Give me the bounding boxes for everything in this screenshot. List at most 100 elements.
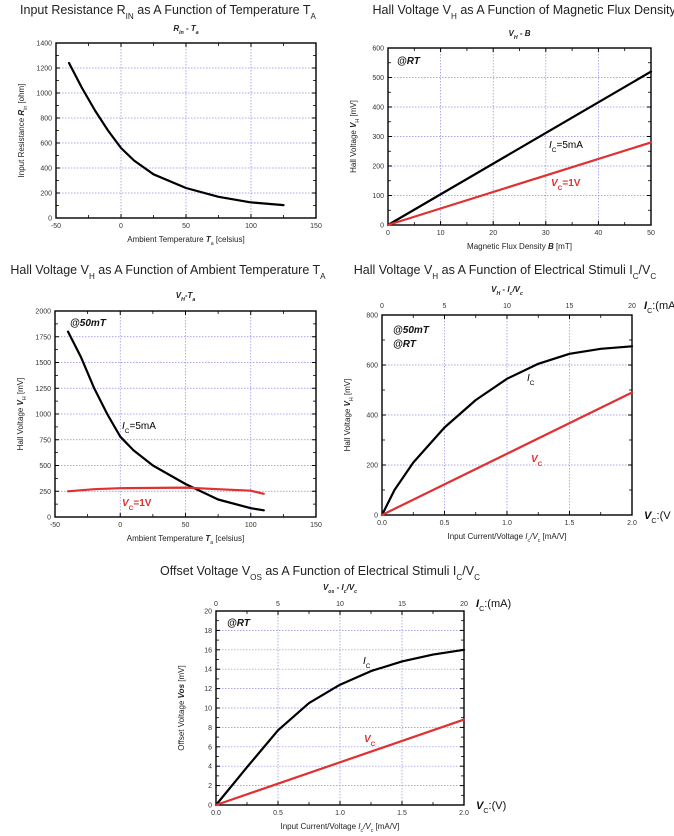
x-axis-label: Ambient Temperature Ta [celsius] <box>127 534 244 546</box>
plot-frame <box>215 610 465 806</box>
y-tick-label: 1400 <box>36 41 52 48</box>
series-label: IC=5mA <box>549 140 583 154</box>
y-tick-label: 18 <box>204 628 212 635</box>
y-tick-label: 500 <box>372 75 384 82</box>
y-tick-label: 800 <box>40 116 52 123</box>
x-tick-label: 0.5 <box>440 520 450 527</box>
y-tick-label: 6 <box>208 744 212 751</box>
y-tick-label: 400 <box>372 105 384 112</box>
y-tick-label: 100 <box>372 193 384 200</box>
x2-axis-unit: IC:(mA <box>644 300 674 315</box>
series-line-1 <box>386 70 653 227</box>
series-line-1 <box>67 61 285 207</box>
annotation: @RT <box>227 618 251 629</box>
series-line-2 <box>380 391 634 517</box>
x-axis-label: Input Current/Voltage Ic/Vc [mA/V] <box>447 532 566 544</box>
y-tick-label: 0 <box>380 223 384 230</box>
series-label: VC=1V <box>551 178 581 192</box>
y-tick-label: 800 <box>366 313 378 320</box>
y-tick-label: 0 <box>48 216 52 223</box>
chart-subtitle: VH-Ta <box>176 291 196 303</box>
x-axis-label: Input Current/Voltage Ic/Vc [mA/V] <box>280 822 399 834</box>
series-label: IC=5mA <box>122 421 156 435</box>
x-tick-label: 0.0 <box>377 520 387 527</box>
chart-title: Hall Voltage VH as A Function of Electri… <box>354 263 657 281</box>
y-tick-label: 4 <box>208 764 212 771</box>
y-axis-label: Hall Voltage VH [mV] <box>343 379 355 452</box>
x2-tick-label: 15 <box>566 303 574 310</box>
x-tick-label: 10 <box>437 230 445 237</box>
x-axis-unit: VC:(V) <box>476 800 506 815</box>
chart-title: Offset Voltage VOS as A Function of Elec… <box>160 564 480 582</box>
series-label: IC <box>363 656 371 670</box>
y-tick-label: 12 <box>204 686 212 693</box>
x-tick-label: 1.0 <box>335 810 345 817</box>
x-tick-label: 1.5 <box>397 810 407 817</box>
x2-tick-label: 15 <box>398 601 406 608</box>
x-tick-label: 40 <box>595 230 603 237</box>
y-axis-label: Offset Voltage Vos [mV] <box>177 665 186 750</box>
x-tick-label: -50 <box>51 223 61 230</box>
x-tick-label: 100 <box>245 223 257 230</box>
y-tick-label: 0 <box>47 515 51 522</box>
y-tick-label: 10 <box>204 706 212 713</box>
x2-axis-unit: IC:(mA) <box>476 598 511 613</box>
y-tick-label: 8 <box>208 725 212 732</box>
y-tick-label: 200 <box>40 191 52 198</box>
y-tick-label: 250 <box>39 489 51 496</box>
y-tick-label: 1000 <box>36 91 52 98</box>
x-tick-label: 20 <box>489 230 497 237</box>
chart-1: Input Resistance RIN as A Function of Te… <box>17 3 322 247</box>
x-tick-label: 2.0 <box>627 520 637 527</box>
x-tick-label: 150 <box>310 223 322 230</box>
chart-subtitle: VH - B <box>509 29 531 41</box>
chart-title: Input Resistance RIN as A Function of Te… <box>20 3 316 21</box>
x-tick-label: 50 <box>182 522 190 529</box>
chart-subtitle: Vos - Ic/Vc <box>323 583 357 595</box>
x-tick-label: 0.0 <box>211 810 221 817</box>
x2-tick-label: 10 <box>336 601 344 608</box>
chart-5: Offset Voltage VOS as A Function of Elec… <box>160 564 511 834</box>
chart-3: Hall Voltage VH as A Function of Ambient… <box>10 263 326 546</box>
annotation: @50mT <box>70 318 107 329</box>
y-tick-label: 600 <box>40 141 52 148</box>
x-tick-label: 30 <box>542 230 550 237</box>
plot-frame <box>387 47 652 226</box>
y-tick-label: 20 <box>204 609 212 616</box>
y-tick-label: 400 <box>366 413 378 420</box>
annotation: @50mT <box>393 325 430 336</box>
plot-frame <box>55 42 317 219</box>
y-axis-label: Hall Voltage VH [mV] <box>349 100 361 173</box>
x-tick-label: 100 <box>245 522 257 529</box>
x-tick-label: -50 <box>50 522 60 529</box>
x2-tick-label: 5 <box>443 303 447 310</box>
x-axis-unit: VC:(V <box>644 510 671 525</box>
y-axis-label: Hall Voltage VH [mV] <box>16 378 28 451</box>
y-tick-label: 0 <box>208 803 212 810</box>
series-line-1 <box>66 330 265 512</box>
y-tick-label: 600 <box>366 363 378 370</box>
y-tick-label: 1500 <box>35 360 51 367</box>
series-line-2 <box>386 141 653 227</box>
series-label: VC <box>364 734 376 748</box>
y-tick-label: 2 <box>208 783 212 790</box>
annotation: @RT <box>393 339 417 350</box>
y-tick-label: 400 <box>40 166 52 173</box>
x-tick-label: 1.5 <box>565 520 575 527</box>
series-line-1 <box>214 648 466 807</box>
y-tick-label: 300 <box>372 134 384 141</box>
y-tick-label: 200 <box>372 164 384 171</box>
x-tick-label: 0.5 <box>273 810 283 817</box>
chart-4: Hall Voltage VH as A Function of Electri… <box>343 263 674 544</box>
x-axis-label: Ambient Temperature Ta [celsius] <box>127 235 244 247</box>
y-tick-label: 16 <box>204 647 212 654</box>
y-tick-label: 600 <box>372 46 384 53</box>
series-line-1 <box>380 345 634 517</box>
x2-tick-label: 20 <box>460 601 468 608</box>
x-tick-label: 50 <box>647 230 655 237</box>
chart-title: Hall Voltage VH as A Function of Magneti… <box>372 3 674 21</box>
x-tick-label: 50 <box>182 223 190 230</box>
chart-2: Hall Voltage VH as A Function of Magneti… <box>349 3 674 251</box>
y-tick-label: 14 <box>204 667 212 674</box>
